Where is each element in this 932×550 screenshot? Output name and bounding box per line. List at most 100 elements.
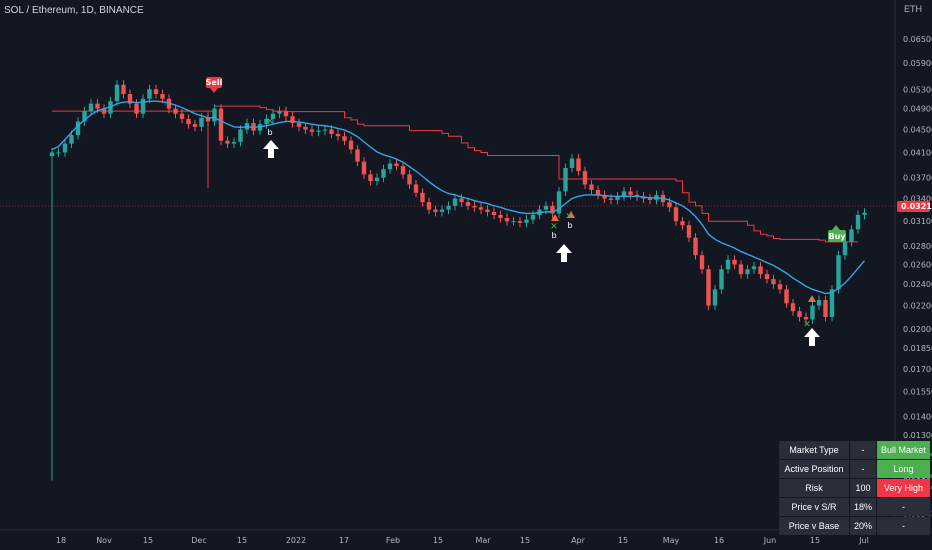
- candle: [491, 207, 497, 220]
- time-tick-label: 16: [714, 536, 724, 545]
- candle: [673, 202, 679, 226]
- candle-body: [374, 177, 380, 182]
- candle-body: [140, 98, 146, 114]
- candle-body: [62, 143, 68, 153]
- candle-body: [75, 121, 81, 136]
- candle: [862, 208, 867, 220]
- moving-average-line: [51, 100, 866, 295]
- b-label-2: b: [551, 231, 556, 240]
- time-tick-label: May: [663, 536, 680, 545]
- candle: [342, 131, 347, 146]
- info-row: Risk 100 Very High: [779, 479, 931, 497]
- symbol-title: SOL / Ethereum, 1D, BINANCE: [4, 5, 144, 16]
- last-price-tag: 0.03214: [897, 201, 932, 212]
- info-mid: -: [850, 441, 877, 459]
- candle: [186, 114, 191, 129]
- candle: [140, 94, 146, 119]
- candle-body: [69, 135, 74, 144]
- candle: [628, 186, 633, 200]
- candle-body: [296, 123, 302, 127]
- currency-label: ETH: [904, 4, 922, 14]
- candle-body: [439, 209, 445, 212]
- time-tick-label: Jun: [763, 536, 777, 545]
- time-axis[interactable]: 18 Nov 15 Dec 15 2022 17 Feb 15 Mar 15 Apr 15 May 16 Ju…: [56, 536, 869, 545]
- sell-label: Sell: [206, 78, 223, 87]
- candle: [732, 255, 737, 269]
- candle-body: [556, 191, 562, 214]
- candle-body: [82, 111, 87, 122]
- candle: [231, 137, 237, 149]
- candle: [173, 104, 178, 119]
- candle-body: [348, 140, 354, 150]
- candle: [745, 264, 750, 279]
- candle: [764, 269, 770, 284]
- info-mid: 18%: [850, 498, 877, 516]
- candle-body: [238, 129, 243, 142]
- candle-body: [56, 152, 61, 154]
- candle: [420, 188, 425, 207]
- time-tick-label: Jul: [858, 536, 869, 545]
- candle-body: [134, 103, 139, 114]
- candle-body: [517, 221, 523, 223]
- candle-body: [498, 214, 503, 219]
- candle: [556, 186, 562, 218]
- candle: [127, 89, 133, 109]
- candle-body: [693, 237, 698, 256]
- triangle-up-icon: [808, 295, 816, 302]
- candle-body: [758, 266, 763, 275]
- time-tick-label: 15: [618, 536, 628, 545]
- candle-body: [277, 111, 282, 114]
- candle: [368, 170, 373, 186]
- ma-line-layer: [51, 100, 866, 295]
- candle: [582, 166, 588, 189]
- candle-body: [264, 118, 269, 125]
- stop-line-layer: [52, 105, 858, 243]
- candle: [160, 89, 165, 104]
- candle-body: [680, 221, 685, 226]
- candle: [355, 145, 360, 167]
- candle: [62, 139, 68, 157]
- candle: [238, 125, 243, 147]
- x-mark-1: ✕: [266, 117, 274, 127]
- candle-body: [732, 259, 737, 265]
- candle-body: [192, 124, 198, 127]
- candle-body: [621, 191, 627, 197]
- candle-body: [147, 89, 152, 99]
- candle-body: [712, 289, 718, 306]
- candle-body: [420, 192, 425, 203]
- candle: [446, 201, 451, 215]
- candle-body: [738, 264, 744, 275]
- candle-body: [790, 303, 796, 312]
- candle-body: [589, 184, 594, 190]
- candle-body: [218, 108, 224, 141]
- candle-body: [387, 163, 393, 170]
- candle-body: [114, 84, 120, 102]
- x-mark-2: ✕: [550, 222, 558, 232]
- candle: [400, 161, 406, 179]
- candle: [387, 159, 393, 174]
- time-tick-label: 18: [56, 536, 66, 545]
- candle-body: [569, 158, 575, 168]
- candle-body: [673, 207, 679, 222]
- candle-body: [725, 259, 731, 270]
- candle: [316, 126, 321, 137]
- candle: [290, 111, 295, 128]
- candle: [114, 80, 120, 106]
- info-value: Long: [877, 460, 931, 478]
- candle-body: [602, 194, 607, 199]
- info-label: Price v Base: [779, 517, 849, 535]
- candle: [322, 125, 328, 136]
- candle-body: [608, 198, 614, 200]
- candle-body: [290, 116, 295, 124]
- time-tick-label: 15: [810, 536, 820, 545]
- candle-body: [381, 169, 386, 178]
- info-label: Price v S/R: [779, 498, 849, 516]
- candle: [69, 130, 74, 149]
- candle-body: [550, 205, 555, 214]
- candle: [803, 312, 809, 324]
